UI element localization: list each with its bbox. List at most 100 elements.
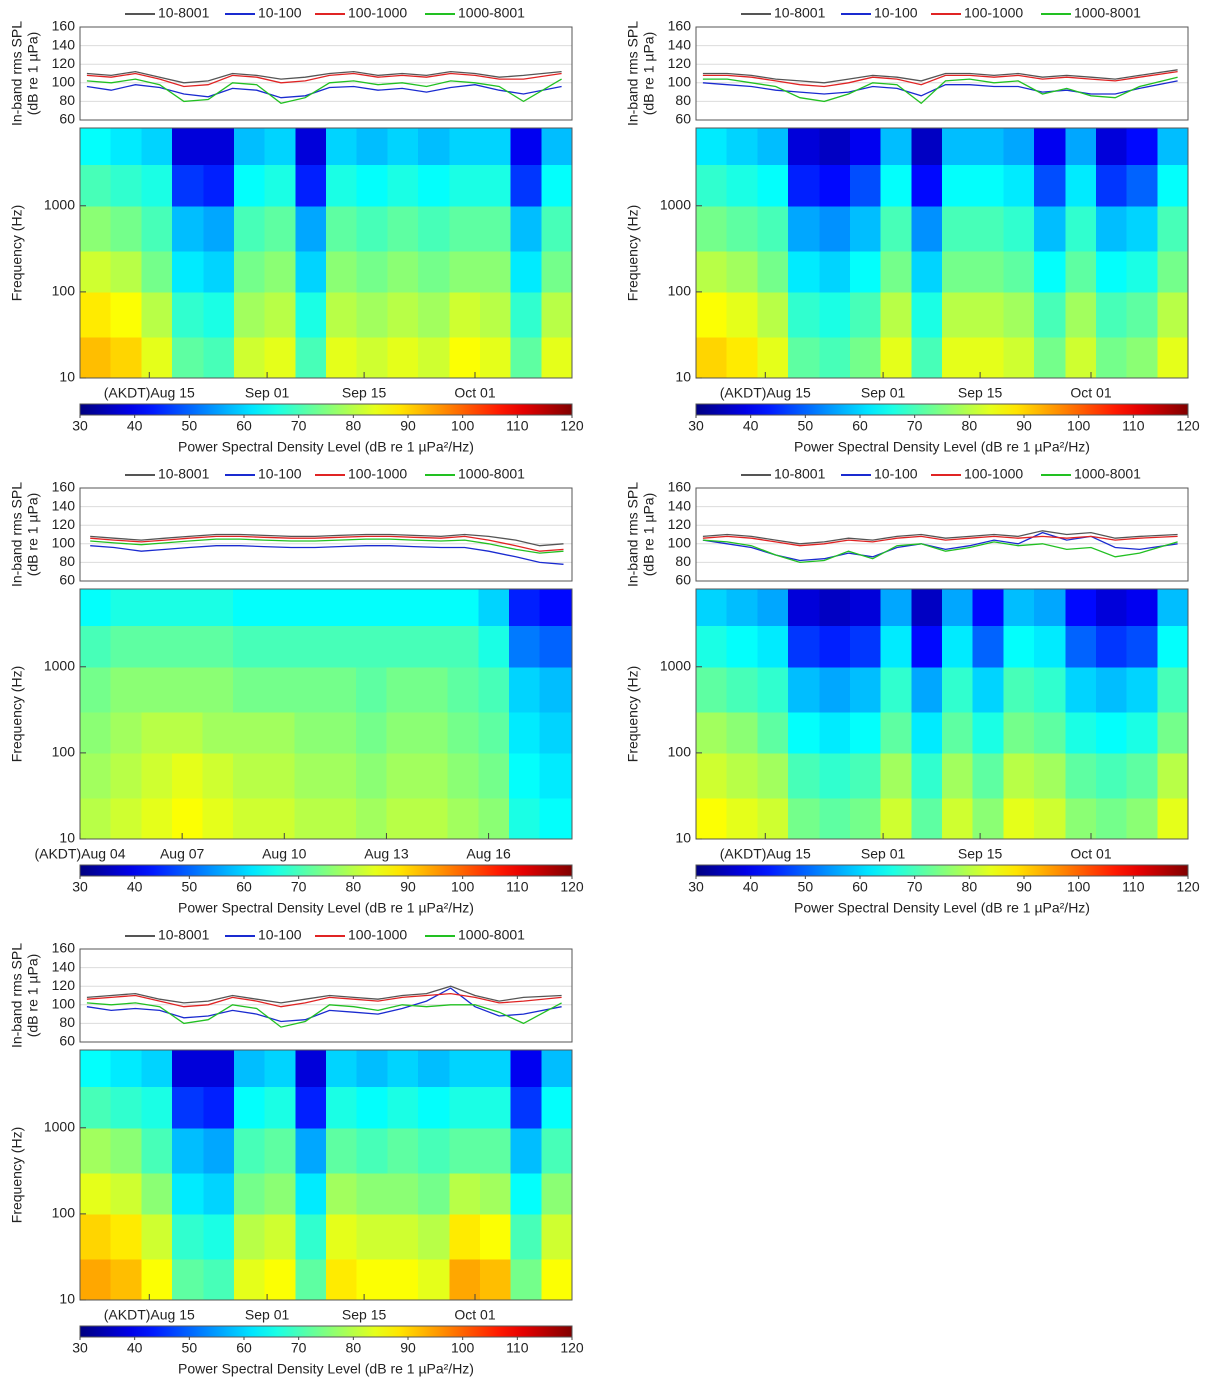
heat-cell [510, 1258, 543, 1301]
y-tick-label: 60 [59, 572, 75, 588]
heat-cell [141, 1213, 173, 1260]
heat-cell [1065, 752, 1097, 799]
heat-cell [1126, 205, 1159, 252]
heat-cell [1065, 164, 1097, 207]
heat-cell [263, 625, 296, 668]
colorbar-label: Power Spectral Density Level (dB re 1 µP… [794, 439, 1090, 455]
heat-cell [541, 1172, 573, 1215]
colorbar-tick-label: 80 [346, 418, 362, 434]
colorbar-tick-label: 70 [907, 879, 923, 895]
heat-cell [387, 1086, 419, 1129]
heat-cell [942, 666, 973, 713]
heat-cell [325, 711, 357, 754]
heat-cell [326, 1050, 357, 1088]
heat-cell [509, 711, 541, 754]
heat-cell [972, 625, 1005, 668]
y-axis-label: Frequency (Hz) [625, 666, 641, 762]
heat-cell [1157, 625, 1189, 668]
heat-cell [356, 205, 389, 252]
heat-cell [80, 205, 111, 252]
heat-cell [418, 164, 450, 207]
heat-cell [509, 625, 541, 668]
colorbar-tick-label: 50 [182, 879, 198, 895]
series-line [86, 78, 562, 105]
heat-cell [418, 1050, 450, 1088]
heat-cell [1157, 797, 1189, 840]
heat-cell [788, 752, 820, 799]
heat-cell [1003, 250, 1035, 293]
heat-cell [510, 128, 543, 166]
heat-cell [141, 336, 173, 379]
y-tick-label: 100 [668, 744, 692, 760]
heat-cell [386, 797, 418, 840]
heat-cell [355, 797, 387, 840]
heat-cell [788, 797, 820, 840]
legend-label: 100-1000 [348, 5, 407, 21]
legend-label: 10-8001 [774, 5, 826, 21]
heat-cell [880, 128, 913, 166]
heat-cell [141, 205, 173, 252]
heat-cell [203, 1127, 235, 1174]
heat-cell [355, 752, 387, 799]
y-tick-label: 100 [668, 535, 692, 551]
heat-cell [264, 164, 297, 207]
heat-cell [849, 164, 881, 207]
heat-cell [233, 625, 265, 668]
colorbar-tick-label: 100 [1067, 418, 1091, 434]
heat-cell [726, 205, 759, 252]
plot-frame [79, 588, 573, 840]
heat-cell [110, 1213, 143, 1260]
heat-cell [233, 164, 265, 207]
heat-cell [1095, 164, 1127, 207]
colorbar-tick-label: 50 [798, 879, 814, 895]
heat-cell [387, 250, 419, 293]
heat-cell [1034, 666, 1066, 713]
heat-cell [849, 128, 881, 166]
heat-cell [819, 711, 851, 754]
heat-cell [80, 291, 111, 338]
y-axis-label: In-band rms SPL [9, 482, 25, 587]
heat-cell [757, 797, 789, 840]
colorbar-tick-label: 50 [182, 1340, 198, 1356]
heat-cell [1157, 291, 1189, 338]
heat-cell [849, 205, 881, 252]
heat-cell [418, 1258, 450, 1301]
colorbar-tick-label: 70 [291, 418, 307, 434]
colorbar-label: Power Spectral Density Level (dB re 1 µP… [178, 900, 474, 916]
colorbar-tick-label: 80 [346, 1340, 362, 1356]
heat-cell [1003, 205, 1035, 252]
heat-cell [263, 666, 296, 713]
heat-cell [696, 752, 727, 799]
heat-cell [819, 291, 851, 338]
heat-cell [203, 205, 235, 252]
heat-cell [911, 205, 943, 252]
heat-cell [1095, 291, 1127, 338]
heat-cell [326, 1086, 357, 1129]
y-tick-label: 10 [59, 830, 75, 846]
heat-cell [726, 666, 759, 713]
heat-cell [880, 250, 913, 293]
heat-cell [1095, 625, 1127, 668]
legend-label: 10-8001 [158, 927, 210, 943]
heat-cell [80, 1172, 111, 1215]
heat-cell [1157, 666, 1189, 713]
heat-cell [539, 625, 573, 668]
colorbar-tick-label: 120 [560, 879, 584, 895]
heat-cell [849, 797, 881, 840]
heat-cell [356, 1213, 389, 1260]
heat-cell [1003, 291, 1035, 338]
heat-cell [172, 1213, 204, 1260]
heat-cell [110, 752, 142, 799]
y-tick-label: 80 [59, 1014, 75, 1030]
heat-cell [295, 1172, 327, 1215]
heat-cell [696, 589, 727, 627]
heat-cell [447, 711, 479, 754]
plot-lines [86, 70, 562, 105]
heat-cell [326, 1127, 357, 1174]
plot-lines [702, 69, 1178, 105]
heat-cell [757, 128, 789, 166]
heat-cell [539, 666, 573, 713]
legend-label: 10-100 [258, 927, 302, 943]
heat-cell [757, 164, 789, 207]
colorbar-tick-label: 60 [236, 1340, 252, 1356]
